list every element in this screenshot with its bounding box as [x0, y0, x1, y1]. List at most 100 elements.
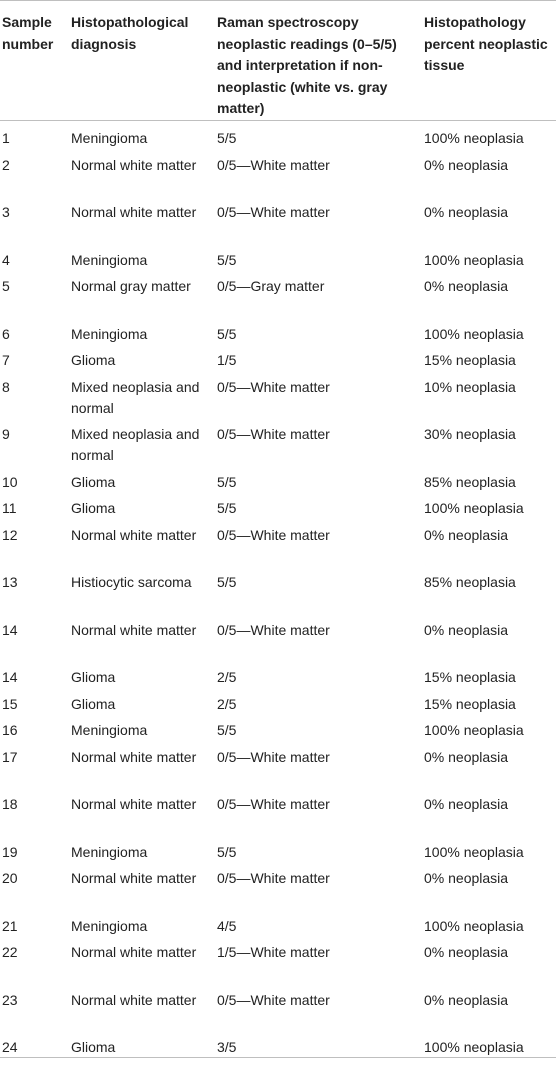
header-percent-neoplastic: Histopathology percent neoplastic tissue	[424, 14, 548, 73]
cell-sample-number: 22	[2, 944, 18, 960]
cell-percent-neoplastic: 100% neoplasia	[424, 325, 524, 342]
table-row: 24 Glioma 3/5 100% neoplasia	[0, 1030, 556, 1057]
cell-diagnosis: Normal white matter	[71, 991, 197, 1008]
cell-percent-neoplastic: 0% neoplasia	[424, 204, 509, 220]
cell-diagnosis: Glioma	[71, 669, 116, 685]
cell-diagnosis: Mixed neoplasia and normal	[71, 426, 200, 463]
header-raman-readings: Raman spectroscopy neoplastic readings (…	[217, 14, 397, 116]
cell-diagnosis: Glioma	[71, 695, 116, 712]
cell-sample-number: 14	[2, 621, 18, 638]
cell-percent-neoplastic: 100% neoplasia	[424, 917, 524, 934]
cell-raman-reading: 0/5—White matter	[217, 748, 330, 765]
cell-raman-reading: 4/5	[217, 917, 237, 934]
cell-percent-neoplastic: 100% neoplasia	[424, 130, 524, 146]
cell-diagnosis: Normal white matter	[71, 796, 197, 812]
cell-percent-neoplastic: 15% neoplasia	[424, 352, 516, 368]
cell-sample-number: 19	[2, 843, 18, 860]
header-rule	[0, 120, 556, 121]
cell-sample-number: 8	[2, 378, 10, 395]
cell-percent-neoplastic: 100% neoplasia	[424, 251, 524, 268]
top-rule	[0, 0, 556, 1]
cell-diagnosis: Normal white matter	[71, 156, 197, 173]
cell-diagnosis: Normal white matter	[71, 748, 197, 765]
table-row: 14 Glioma 2/5 15% neoplasia	[0, 660, 556, 687]
cell-diagnosis: Normal white matter	[71, 944, 197, 960]
cell-diagnosis: Glioma	[71, 500, 116, 516]
cell-raman-reading: 1/5—White matter	[217, 944, 330, 960]
table-row: 9 Mixed neoplasia and normal 0/5—White mat…	[0, 417, 556, 465]
table-row: 15 Glioma 2/5 15% neoplasia	[0, 687, 556, 714]
cell-sample-number: 2	[2, 156, 10, 173]
cell-diagnosis: Glioma	[71, 473, 116, 490]
cell-diagnosis: Glioma	[71, 352, 116, 368]
cell-diagnosis: Meningioma	[71, 722, 148, 738]
cell-percent-neoplastic: 0% neoplasia	[424, 156, 509, 173]
cell-raman-reading: 0/5—White matter	[217, 870, 330, 886]
cell-diagnosis: Normal white matter	[71, 870, 197, 886]
cell-sample-number: 10	[2, 473, 18, 490]
cell-raman-reading: 2/5	[217, 695, 237, 712]
table-row: 12 Normal white matter 0/5—White matter 0% …	[0, 518, 556, 566]
cell-diagnosis: Normal white matter	[71, 621, 197, 638]
cell-percent-neoplastic: 0% neoplasia	[424, 748, 509, 765]
cell-percent-neoplastic: 15% neoplasia	[424, 695, 516, 712]
cell-percent-neoplastic: 0% neoplasia	[424, 944, 509, 960]
bottom-rule	[0, 1056, 556, 1058]
cell-raman-reading: 0/5—White matter	[217, 378, 330, 395]
cell-sample-number: 23	[2, 991, 18, 1008]
table-row: 3 Normal white matter 0/5—White matter 0% n…	[0, 195, 556, 243]
cell-sample-number: 9	[2, 426, 10, 442]
cell-sample-number: 13	[2, 574, 18, 590]
cell-percent-neoplastic: 85% neoplasia	[424, 574, 516, 590]
cell-percent-neoplastic: 0% neoplasia	[424, 796, 509, 812]
cell-sample-number: 18	[2, 796, 18, 812]
table-row: 14 Normal white matter 0/5—White matter 0% …	[0, 613, 556, 661]
cell-diagnosis: Normal white matter	[71, 204, 197, 220]
cell-sample-number: 21	[2, 917, 18, 934]
cell-raman-reading: 0/5—White matter	[217, 991, 330, 1008]
cell-raman-reading: 2/5	[217, 669, 237, 685]
cell-raman-reading: 5/5	[217, 251, 237, 268]
cell-raman-reading: 5/5	[217, 500, 237, 516]
cell-percent-neoplastic: 100% neoplasia	[424, 843, 524, 860]
cell-raman-reading: 3/5	[217, 1039, 237, 1055]
table-row: 11 Glioma 5/5 100% neoplasia	[0, 491, 556, 518]
table-row: 16 Meningioma 5/5 100% neoplasia	[0, 713, 556, 740]
table-row: 2 Normal white matter 0/5—White matter 0% n…	[0, 148, 556, 196]
cell-sample-number: 14	[2, 669, 18, 685]
cell-raman-reading: 0/5—Gray matter	[217, 278, 325, 294]
table-row: 19 Meningioma 5/5 100% neoplasia	[0, 835, 556, 862]
cell-percent-neoplastic: 0% neoplasia	[424, 526, 509, 543]
table-row: 8 Mixed neoplasia and normal 0/5—White mat…	[0, 370, 556, 418]
cell-sample-number: 1	[2, 130, 10, 146]
cell-diagnosis: Glioma	[71, 1039, 116, 1055]
cell-raman-reading: 5/5	[217, 473, 237, 490]
header-sample-number: Sample number	[2, 14, 54, 52]
cell-diagnosis: Normal white matter	[71, 526, 197, 543]
cell-raman-reading: 1/5	[217, 352, 237, 368]
cell-diagnosis: Normal gray matter	[71, 278, 191, 294]
table-header: Sample number Histopathological diagnosi…	[0, 1, 556, 120]
cell-percent-neoplastic: 30% neoplasia	[424, 426, 516, 442]
table-row: 22 Normal white matter 1/5—White matter 0% …	[0, 935, 556, 983]
cell-diagnosis: Histiocytic sarcoma	[71, 574, 192, 590]
cell-sample-number: 12	[2, 526, 18, 543]
cell-percent-neoplastic: 85% neoplasia	[424, 473, 516, 490]
table-body: 1 Meningioma 5/5 100% neoplasia 2 Normal whit…	[0, 121, 556, 1057]
cell-sample-number: 16	[2, 722, 18, 738]
table-row: 18 Normal white matter 0/5—White matter 0% …	[0, 787, 556, 835]
table-row: 5 Normal gray matter 0/5—Gray matter 0% neo…	[0, 269, 556, 317]
cell-raman-reading: 0/5—White matter	[217, 796, 330, 812]
table-row: 20 Normal white matter 0/5—White matter 0% …	[0, 861, 556, 909]
table-row: 23 Normal white matter 0/5—White matter 0% …	[0, 983, 556, 1031]
table-row: 13 Histiocytic sarcoma 5/5 85% neoplasia	[0, 565, 556, 613]
cell-sample-number: 15	[2, 695, 18, 712]
cell-raman-reading: 0/5—White matter	[217, 204, 330, 220]
cell-percent-neoplastic: 0% neoplasia	[424, 870, 509, 886]
cell-sample-number: 20	[2, 870, 18, 886]
cell-sample-number: 17	[2, 748, 18, 765]
cell-raman-reading: 0/5—White matter	[217, 156, 330, 173]
cell-sample-number: 6	[2, 325, 10, 342]
cell-percent-neoplastic: 0% neoplasia	[424, 621, 509, 638]
